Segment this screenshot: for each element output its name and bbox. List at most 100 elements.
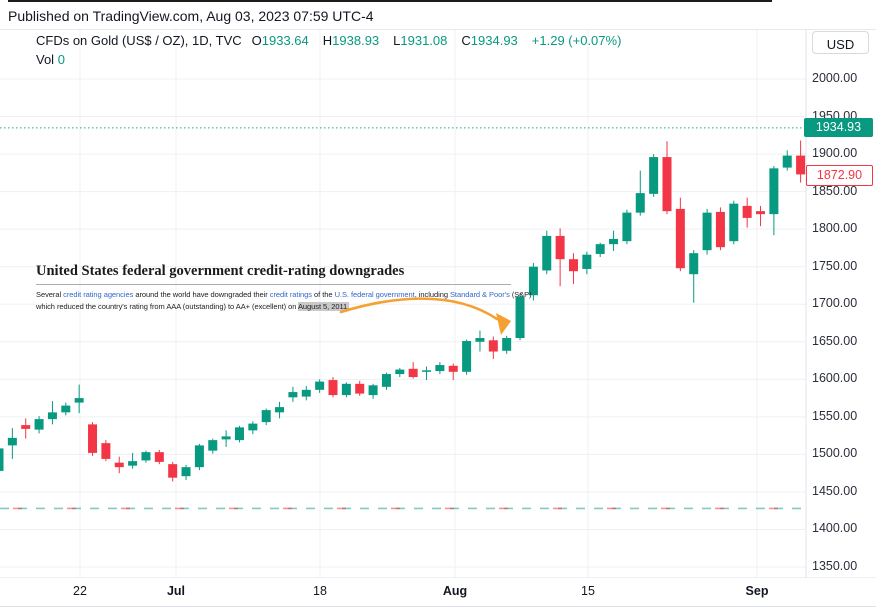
time-axis-label: 18	[313, 584, 327, 598]
candle	[301, 386, 311, 401]
price-axis-label: 1400.00	[812, 521, 858, 536]
annotation-line-2: which reduced the country's rating from …	[36, 301, 511, 313]
candle	[74, 384, 84, 414]
price-axis-label: 1350.00	[812, 559, 858, 574]
annotation-text: , including	[414, 290, 450, 299]
candle	[582, 251, 592, 275]
candle	[542, 230, 552, 275]
price-axis-label: 2000.00	[812, 71, 858, 85]
price-axis-label: 1800.00	[812, 221, 858, 236]
candle	[502, 335, 512, 354]
symbol-title[interactable]: CFDs on Gold (US$ / OZ), 1D, TVC	[36, 33, 242, 48]
time-axis-label: Aug	[442, 584, 468, 598]
candle	[168, 461, 178, 482]
candle	[61, 402, 71, 416]
candle	[702, 208, 712, 255]
candle	[355, 380, 365, 396]
candle	[715, 207, 725, 251]
candle	[555, 228, 565, 287]
candle	[568, 253, 578, 284]
price-axis-label: 1850.00	[812, 183, 858, 198]
candle	[328, 377, 338, 398]
candle	[221, 430, 231, 447]
candle	[381, 372, 391, 390]
price-axis-label: 1500.00	[812, 446, 858, 461]
candle	[194, 443, 204, 471]
candle	[248, 421, 258, 435]
candle	[7, 428, 17, 459]
price-axis-label: 1450.00	[812, 483, 858, 498]
candle	[128, 452, 138, 469]
annotation-highlight: August 5, 2011.	[297, 302, 350, 311]
candle	[475, 330, 485, 352]
candle	[528, 262, 538, 301]
candle	[154, 449, 164, 465]
candle	[0, 448, 4, 471]
volume-value: 0	[57, 52, 65, 67]
candle	[782, 150, 792, 171]
candle	[101, 440, 111, 462]
price-axis-label: 1550.00	[812, 408, 858, 423]
annotation-link[interactable]: U.S. federal government	[334, 290, 415, 299]
time-axis[interactable]: 22 Jul 18 Aug 15 Sep	[0, 578, 876, 606]
candle	[462, 339, 472, 375]
candle	[315, 379, 325, 393]
candle	[609, 230, 619, 251]
annotation-text: of the	[312, 290, 335, 299]
annotation-text: (S&P)	[509, 290, 532, 299]
candle	[234, 425, 244, 443]
candle	[769, 166, 779, 236]
candle	[88, 422, 98, 456]
price-axis-label: 1600.00	[812, 371, 858, 386]
candle	[675, 197, 685, 272]
price-axis-label: 1900.00	[812, 146, 858, 161]
candle	[368, 383, 378, 399]
annotation-link[interactable]: Standard & Poor's	[449, 290, 510, 299]
price-axis-label: 1750.00	[812, 258, 858, 273]
low-value: L1931.08	[393, 33, 448, 48]
legend-row-main: CFDs on Gold (US$ / OZ), 1D, TVC O1933.64…	[36, 33, 628, 48]
candle	[756, 205, 766, 227]
annotation-link[interactable]: credit rating agencies	[63, 290, 134, 299]
annotation-text: which reduced the country's rating from …	[36, 302, 298, 311]
candle	[21, 418, 31, 439]
candle	[261, 408, 271, 426]
price-axis-label: 1650.00	[812, 333, 858, 348]
price-axis[interactable]: 2000.00 1950.00 1900.00 1850.00 1800.00 1750.…	[804, 30, 876, 578]
volume-label: Vol	[36, 52, 55, 67]
candle	[341, 382, 351, 398]
high-value: H1938.93	[322, 33, 380, 48]
candle	[649, 154, 659, 197]
credit-downgrade-annotation: United States federal government credit-…	[36, 261, 532, 313]
annotation-divider	[36, 284, 511, 285]
candle	[181, 464, 191, 480]
annotation-text: Several	[36, 290, 64, 299]
open-value: O1933.64	[251, 33, 309, 48]
candle	[408, 362, 418, 379]
candle	[622, 209, 632, 245]
published-bar: Published on TradingView.com, Aug 03, 20…	[0, 2, 876, 30]
time-axis-label: 22	[73, 584, 87, 598]
currency-toggle-button[interactable]: USD	[812, 31, 869, 54]
time-axis-label: 15	[581, 584, 595, 598]
candle	[662, 141, 672, 215]
time-axis-label: Sep	[745, 584, 769, 598]
legend-row-volume: Vol 0	[36, 52, 628, 67]
annotation-link[interactable]: credit ratings	[269, 290, 313, 299]
annotation-title: United States federal government credit-…	[36, 263, 405, 279]
chart-legend: CFDs on Gold (US$ / OZ), 1D, TVC O1933.64…	[36, 33, 628, 67]
candle	[515, 292, 525, 341]
time-axis-label: Jul	[166, 584, 186, 598]
candle	[141, 450, 151, 463]
candle	[114, 456, 124, 474]
candle	[595, 242, 605, 257]
candle	[395, 368, 405, 378]
bottom-divider	[0, 606, 876, 607]
candle	[742, 197, 752, 228]
last-bar-close-badge: 1872.90	[806, 164, 873, 186]
candle	[488, 336, 498, 360]
candle	[448, 363, 458, 381]
candle	[422, 366, 432, 381]
change-value: +1.29 (+0.07%)	[531, 33, 622, 48]
